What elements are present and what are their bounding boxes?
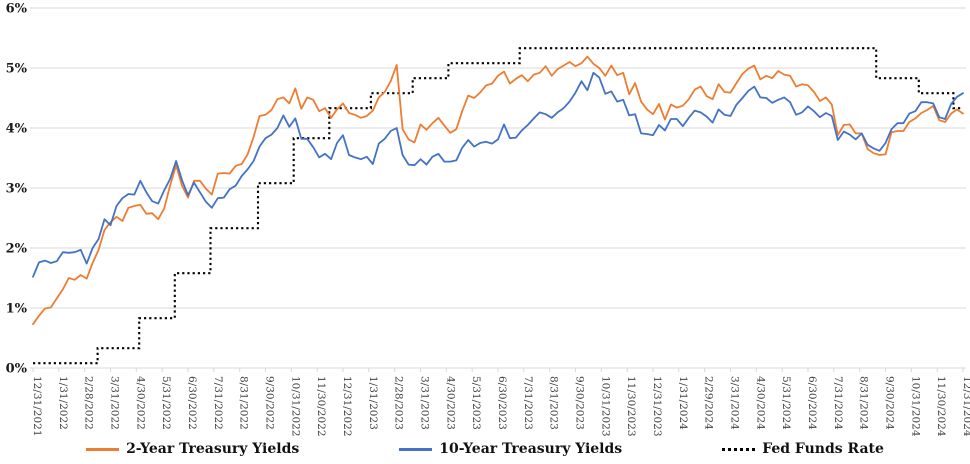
svg-text:6/30/2024: 6/30/2024 [806, 376, 818, 430]
svg-text:9/30/2022: 9/30/2022 [264, 376, 276, 430]
legend-item-10-year-treasury: 10-Year Treasury Yields [399, 442, 622, 456]
legend-label-fed-funds-rate: Fed Funds Rate [762, 441, 884, 457]
svg-text:4/30/2022: 4/30/2022 [134, 376, 146, 430]
svg-text:2%: 2% [6, 242, 28, 257]
svg-text:11/30/2024: 11/30/2024 [935, 376, 947, 436]
svg-text:8/31/2024: 8/31/2024 [858, 376, 870, 430]
legend-label-2-year-treasury: 2-Year Treasury Yields [126, 441, 300, 457]
svg-text:3/31/2022: 3/31/2022 [109, 376, 121, 430]
svg-text:10/31/2023: 10/31/2023 [599, 376, 611, 436]
legend-swatch-10-year-line [399, 447, 433, 451]
svg-text:1/31/2022: 1/31/2022 [57, 376, 69, 430]
svg-text:3/31/2023: 3/31/2023 [419, 376, 431, 430]
svg-text:6/30/2022: 6/30/2022 [186, 376, 198, 430]
svg-text:1%: 1% [6, 302, 28, 317]
svg-text:12/31/2023: 12/31/2023 [651, 376, 663, 436]
svg-text:7/31/2024: 7/31/2024 [832, 376, 844, 430]
svg-text:1/31/2024: 1/31/2024 [677, 376, 689, 430]
svg-text:12/31/2024: 12/31/2024 [961, 376, 970, 436]
legend-item-fed-funds-rate: Fed Funds Rate [722, 442, 884, 456]
chart-legend: 2-Year Treasury Yields 10-Year Treasury … [0, 436, 970, 462]
svg-text:9/30/2024: 9/30/2024 [884, 376, 896, 430]
svg-text:5/31/2022: 5/31/2022 [160, 376, 172, 430]
legend-label-10-year-treasury: 10-Year Treasury Yields [439, 441, 623, 457]
svg-text:6/30/2023: 6/30/2023 [496, 376, 508, 430]
svg-text:8/31/2022: 8/31/2022 [238, 376, 250, 430]
svg-text:4/30/2024: 4/30/2024 [754, 376, 766, 430]
x-axis-labels: 12/31/2021 1/31/2022 2/28/2022 3/31/2022 4/3… [31, 368, 970, 437]
plot-area: 0% 1% 2% 3% 4% 5% 6% 12/31/2021 1/31/2022 2/28/20… [6, 2, 970, 437]
svg-text:9/30/2023: 9/30/2023 [574, 376, 586, 430]
svg-text:7/31/2022: 7/31/2022 [212, 376, 224, 430]
svg-text:2/29/2024: 2/29/2024 [703, 376, 715, 430]
svg-text:11/30/2022: 11/30/2022 [315, 376, 327, 436]
svg-text:5/31/2024: 5/31/2024 [780, 376, 792, 430]
svg-text:6%: 6% [6, 2, 28, 17]
svg-text:8/31/2023: 8/31/2023 [548, 376, 560, 430]
svg-text:0%: 0% [6, 362, 28, 377]
svg-text:2/28/2023: 2/28/2023 [393, 376, 405, 430]
fed-funds-rate-line [33, 47, 963, 365]
two-year-yield-line [32, 55, 964, 326]
svg-text:10/31/2022: 10/31/2022 [289, 376, 301, 436]
svg-text:5%: 5% [6, 62, 28, 77]
svg-text:12/31/2021: 12/31/2021 [31, 376, 43, 436]
ten-year-yield-line [32, 71, 964, 278]
svg-text:10/31/2024: 10/31/2024 [909, 376, 921, 436]
svg-text:11/30/2023: 11/30/2023 [625, 376, 637, 436]
svg-text:3%: 3% [6, 182, 28, 197]
y-axis-labels: 0% 1% 2% 3% 4% 5% 6% [6, 2, 28, 377]
svg-text:7/31/2023: 7/31/2023 [522, 376, 534, 430]
svg-text:2/28/2022: 2/28/2022 [83, 376, 95, 430]
legend-item-2-year-treasury: 2-Year Treasury Yields [86, 442, 299, 456]
legend-swatch-2-year-line [86, 447, 120, 451]
svg-text:1/31/2023: 1/31/2023 [367, 376, 379, 430]
svg-text:4/30/2023: 4/30/2023 [444, 376, 456, 430]
svg-text:4%: 4% [6, 122, 28, 137]
svg-text:3/31/2024: 3/31/2024 [729, 376, 741, 430]
svg-text:12/31/2022: 12/31/2022 [341, 376, 353, 436]
legend-swatch-fed-funds-dotted-line [722, 447, 756, 451]
svg-text:5/31/2023: 5/31/2023 [470, 376, 482, 430]
